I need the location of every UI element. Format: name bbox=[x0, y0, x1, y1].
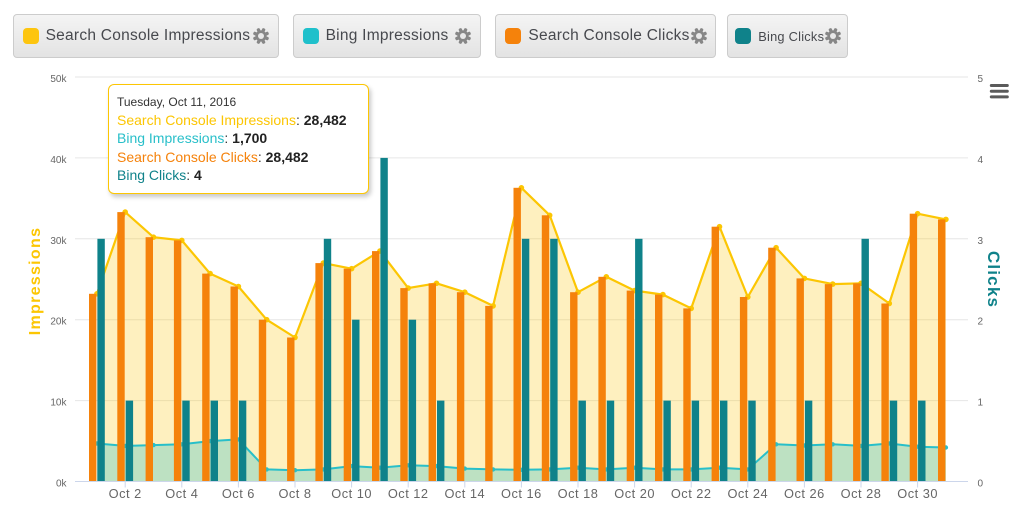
svg-text:30k: 30k bbox=[50, 236, 67, 247]
svg-text:Oct 8: Oct 8 bbox=[278, 486, 311, 501]
svg-text:50k: 50k bbox=[50, 74, 67, 85]
svg-text:0: 0 bbox=[978, 479, 984, 490]
svg-text:Oct 30: Oct 30 bbox=[897, 486, 938, 501]
svg-text:Oct 2: Oct 2 bbox=[109, 486, 142, 501]
svg-text:10k: 10k bbox=[50, 398, 67, 409]
svg-text:Oct 14: Oct 14 bbox=[444, 486, 485, 501]
svg-text:Oct 26: Oct 26 bbox=[784, 486, 825, 501]
svg-text:4: 4 bbox=[978, 155, 984, 166]
svg-text:Oct 6: Oct 6 bbox=[222, 486, 255, 501]
svg-text:40k: 40k bbox=[50, 155, 67, 166]
svg-text:2: 2 bbox=[978, 317, 984, 328]
svg-text:3: 3 bbox=[978, 236, 984, 247]
svg-text:Oct 10: Oct 10 bbox=[331, 486, 372, 501]
svg-text:0k: 0k bbox=[56, 479, 68, 490]
svg-text:Oct 4: Oct 4 bbox=[165, 486, 198, 501]
svg-text:Oct 24: Oct 24 bbox=[727, 486, 768, 501]
svg-text:Oct 12: Oct 12 bbox=[388, 486, 429, 501]
svg-text:Oct 22: Oct 22 bbox=[671, 486, 712, 501]
svg-text:Oct 18: Oct 18 bbox=[558, 486, 599, 501]
svg-text:Impressions: Impressions bbox=[27, 227, 44, 336]
svg-text:Oct 28: Oct 28 bbox=[841, 486, 882, 501]
svg-text:1: 1 bbox=[978, 398, 984, 409]
svg-text:20k: 20k bbox=[50, 317, 67, 328]
svg-text:Clicks: Clicks bbox=[984, 251, 1003, 308]
svg-text:Oct 16: Oct 16 bbox=[501, 486, 542, 501]
svg-text:Oct 20: Oct 20 bbox=[614, 486, 655, 501]
svg-text:5: 5 bbox=[978, 74, 984, 85]
